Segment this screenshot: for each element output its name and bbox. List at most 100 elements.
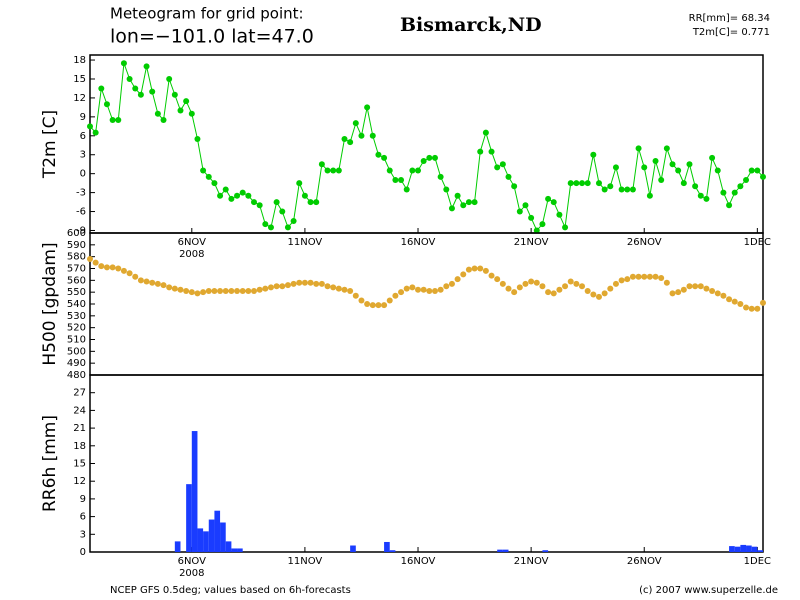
temperature-point [171,91,178,98]
footer-left: NCEP GFS 0.5deg; values based on 6h-fore… [110,585,351,596]
temperature-point [222,186,229,193]
geopotential-point [443,283,450,290]
geopotential-point [505,285,512,292]
x-tick-label: 26NOV [627,556,662,567]
temperature-point [279,208,286,215]
geopotential-point [324,283,331,290]
precip-bar [384,541,390,552]
geopotential-point [188,289,195,296]
geopotential-point [205,287,212,294]
geopotential-point [267,284,274,291]
temperature-point [731,189,738,196]
precip-bar [542,550,549,552]
temperature-point [296,180,303,187]
y-tick-label: -3 [76,188,86,199]
temperature-point [465,199,472,206]
temperature-point [200,167,207,174]
geopotential-point [465,266,472,273]
temperature-point [663,145,670,152]
x-tick-label: 26NOV [627,237,662,248]
geopotential-point [607,285,614,292]
geopotential-point [556,286,563,293]
temperature-point [256,202,263,209]
temperature-point [149,88,156,95]
geopotential-point [437,286,444,293]
temperature-point [109,117,116,124]
temperature-point [307,199,314,206]
temperature-point [313,199,320,206]
temperature-point [234,192,241,199]
temperature-point [618,186,625,193]
temperature-point [386,167,393,174]
geopotential-point [149,279,156,286]
geopotential-point [562,283,569,290]
geopotential-point [132,273,139,280]
geopotential-point [754,305,761,312]
geopotential-point [511,289,518,296]
geopotential-point [92,259,99,266]
precip-bar [751,546,758,552]
temperature-point [324,167,331,174]
precip-bar [208,519,215,552]
temperature-point [686,161,693,168]
y-tick-label: 0 [80,547,86,558]
x-tick-label: 6NOV [178,237,207,248]
temperature-point [217,192,224,199]
y-tick-label: 3 [80,529,86,540]
temperature-point [516,208,523,215]
temperature-point [267,224,274,231]
temperature-point [431,154,438,161]
y-tick-label: 15 [73,459,86,470]
geopotential-point [545,289,552,296]
temperature-point [641,164,648,171]
geopotential-point [573,280,580,287]
temperature-point [318,161,325,168]
geopotential-point [313,280,320,287]
geopotential-point [273,283,280,290]
y-tick-label: 6 [80,131,86,142]
temperature-point [692,183,699,190]
temperature-point [381,154,388,161]
temperature-point [160,117,167,124]
temperature-point [143,63,150,70]
geopotential-point [709,287,716,294]
precip-bar [214,510,221,552]
geopotential-point [686,283,693,290]
temperature-point [511,183,518,190]
temperature-point [341,135,348,142]
precip-bar [186,484,192,552]
temperature-point [720,189,727,196]
geopotential-point [420,286,427,293]
temperature-point [92,129,99,136]
geopotential-point [579,283,586,290]
temperature-point [499,161,506,168]
geopotential-point [296,279,303,286]
temperature-point [454,192,461,199]
geopotential-point [222,287,229,294]
geopotential-point [601,290,608,297]
geopotential-point [284,282,291,289]
y-tick-label: 9 [80,112,86,123]
y-tick-label: 27 [73,388,86,399]
footer-right: (c) 2007 www.superzelle.de [639,585,778,596]
y-tick-label: 550 [67,287,86,298]
y-tick-label: 9 [80,494,86,505]
temperature-point [403,186,410,193]
geopotential-point [618,277,625,284]
y-tick-label: -9 [76,225,86,236]
x-tick-label: 11NOV [288,556,323,567]
geopotential-point [211,287,218,294]
y-tick-label: 6 [80,512,86,523]
geopotential-point [726,296,733,303]
panel-frame [89,54,764,234]
x-tick-label: 11NOV [288,237,323,248]
geopotential-point [426,287,433,294]
geopotential-point [126,270,133,277]
temperature-point [539,221,546,228]
temperature-line [89,63,764,232]
y-tick-label: 15 [73,74,86,85]
precip-bar [174,541,181,552]
temperature-point [137,91,144,98]
y-tick-label: -6 [76,207,86,218]
precip-bar [497,549,503,552]
